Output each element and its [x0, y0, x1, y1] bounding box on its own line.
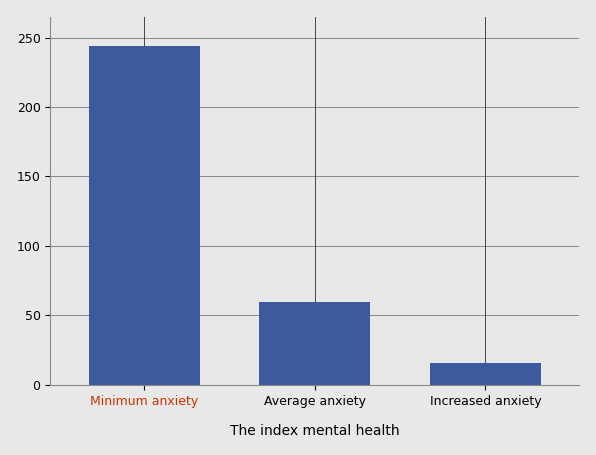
X-axis label: The index mental health: The index mental health — [230, 425, 399, 438]
Bar — [259, 302, 370, 385]
Bar — [89, 46, 200, 385]
Bar — [430, 363, 541, 385]
